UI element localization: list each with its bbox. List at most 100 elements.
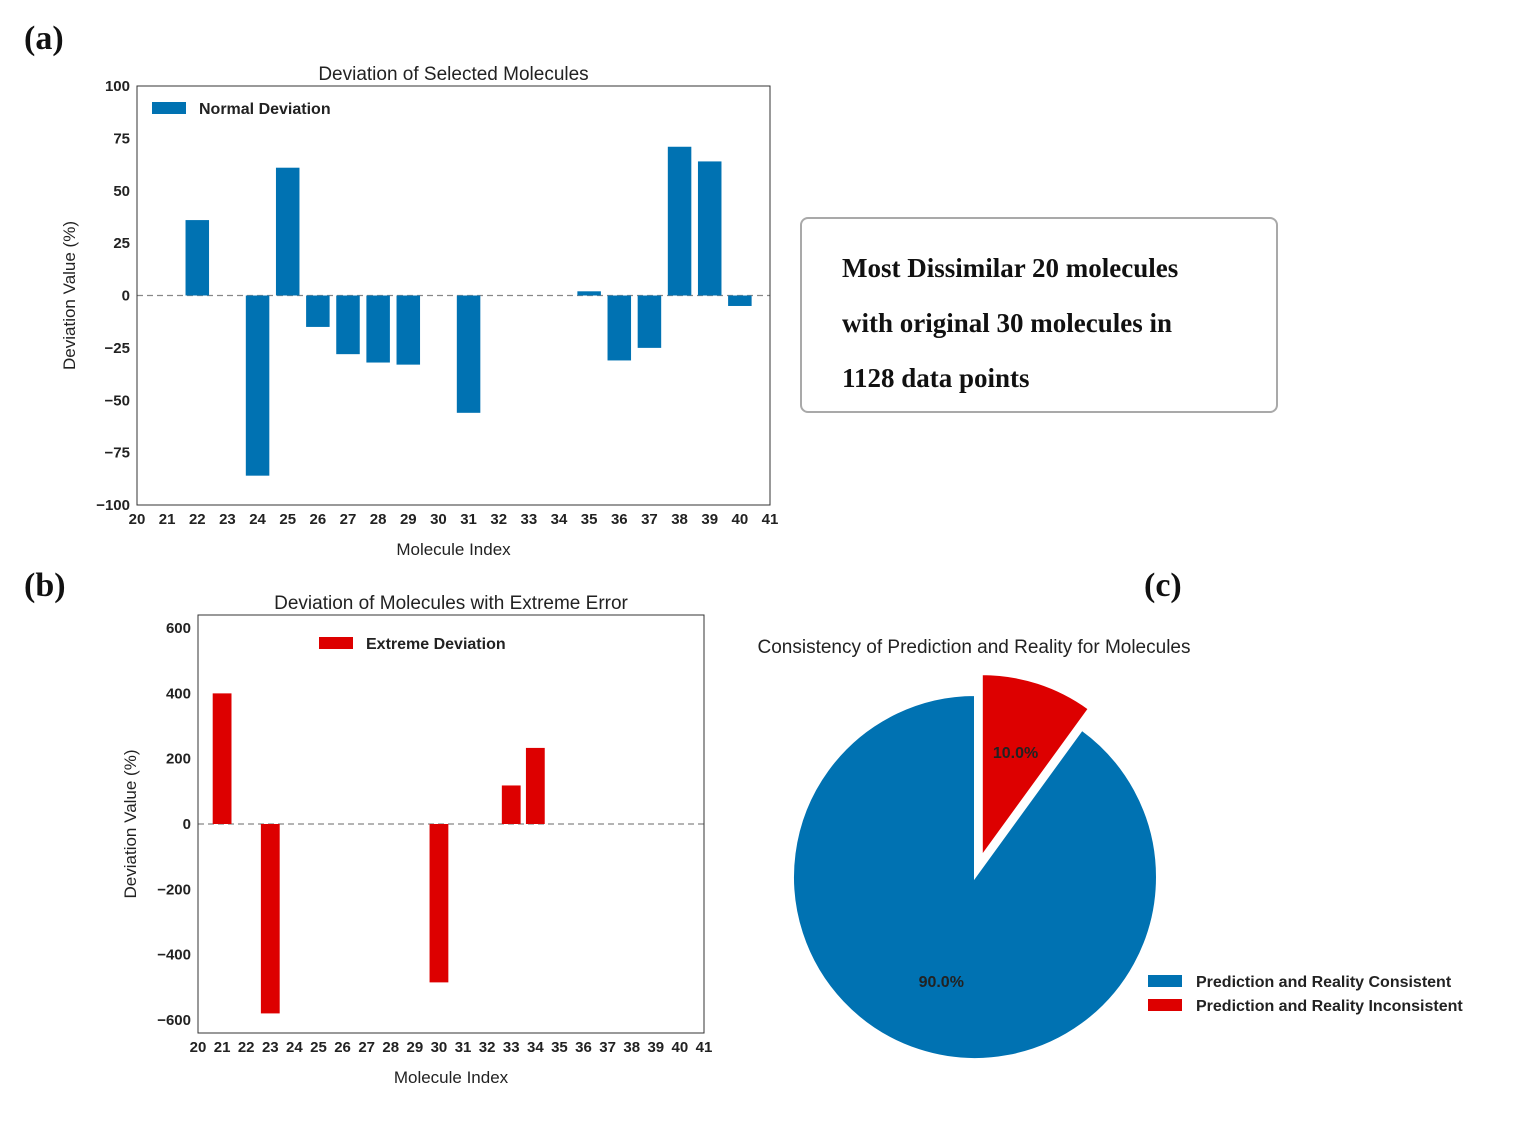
bar-29: [396, 295, 421, 365]
x-tick-label: 20: [129, 511, 146, 528]
x-tick-label: 32: [490, 511, 507, 528]
x-tick-label: 35: [581, 511, 598, 528]
x-tick-label: 22: [238, 1039, 255, 1056]
legend-swatch: [1148, 999, 1182, 1011]
x-tick-label: 24: [286, 1039, 303, 1056]
x-tick-label: 25: [279, 511, 296, 528]
x-tick-label: 28: [382, 1039, 399, 1056]
bar-31: [456, 295, 481, 413]
legend-label: Prediction and Reality Inconsistent: [1196, 998, 1463, 1015]
bar-28: [366, 295, 390, 363]
x-tick-label: 39: [701, 511, 718, 528]
y-tick-label: 0: [122, 288, 130, 305]
y-tick-label: 400: [166, 685, 191, 702]
x-tick-label: 27: [340, 511, 357, 528]
x-tick-label: 28: [370, 511, 387, 528]
x-tick-label: 33: [503, 1039, 520, 1056]
bar-21: [212, 693, 232, 824]
plot-frame: [197, 614, 705, 1034]
chart-title: Deviation of Molecules with Extreme Erro…: [274, 593, 628, 614]
y-axis-label: Deviation Value (%): [60, 221, 79, 370]
x-tick-label: 21: [214, 1039, 231, 1056]
bar-36: [607, 295, 632, 361]
y-tick-label: −25: [105, 340, 130, 357]
bar-25: [275, 167, 300, 296]
panel-label-c: (c): [1144, 567, 1182, 604]
bar-40: [728, 295, 752, 306]
y-tick-label: −200: [157, 881, 191, 898]
x-tick-label: 31: [460, 511, 477, 528]
pie-slice-label: 10.0%: [993, 745, 1038, 762]
y-tick-label: −50: [105, 392, 130, 409]
y-tick-label: 25: [113, 235, 130, 252]
x-tick-label: 20: [190, 1039, 207, 1056]
x-tick-label: 30: [431, 1039, 448, 1056]
x-tick-label: 34: [551, 511, 568, 528]
x-tick-label: 41: [696, 1039, 713, 1056]
panel-label-a: (a): [24, 20, 64, 57]
legend-label: Extreme Deviation: [366, 636, 506, 653]
x-tick-label: 33: [521, 511, 538, 528]
legend-label: Prediction and Reality Consistent: [1196, 974, 1452, 991]
x-tick-label: 21: [159, 511, 176, 528]
legend-swatch: [152, 102, 186, 114]
bar-26: [306, 295, 330, 327]
pie-slice-label: 90.0%: [919, 974, 964, 991]
bar-34: [525, 747, 545, 824]
x-tick-label: 24: [249, 511, 266, 528]
x-tick-label: 23: [219, 511, 236, 528]
bar-33: [501, 785, 521, 824]
legend-swatch: [319, 637, 353, 649]
x-tick-label: 23: [262, 1039, 279, 1056]
x-tick-label: 41: [762, 511, 779, 528]
y-tick-label: 50: [113, 183, 130, 200]
pie-chart: Consistency of Prediction and Reality fo…: [758, 637, 1463, 1060]
panel-label-b: (b): [24, 567, 66, 604]
x-tick-label: 22: [189, 511, 206, 528]
y-tick-label: −100: [96, 497, 130, 514]
y-tick-label: 600: [166, 620, 191, 637]
legend-label: Normal Deviation: [199, 101, 331, 118]
x-tick-label: 36: [575, 1039, 592, 1056]
info-box: Most Dissimilar 20 molecules with origin…: [800, 217, 1278, 413]
x-tick-label: 25: [310, 1039, 327, 1056]
pie-slice: [792, 693, 1158, 1060]
x-tick-label: 26: [310, 511, 327, 528]
y-tick-label: −600: [157, 1012, 191, 1029]
plot-frame: [136, 85, 771, 506]
x-tick-label: 38: [671, 511, 688, 528]
x-tick-label: 29: [400, 511, 417, 528]
bar-38: [667, 146, 692, 296]
bar-23: [260, 824, 280, 1014]
info-line-1: Most Dissimilar 20 molecules: [842, 253, 1179, 283]
x-axis-label: Molecule Index: [396, 540, 511, 559]
x-tick-label: 38: [623, 1039, 640, 1056]
y-axis-label: Deviation Value (%): [121, 750, 140, 899]
bar-37: [637, 295, 662, 348]
x-tick-label: 34: [527, 1039, 544, 1056]
x-tick-label: 30: [430, 511, 447, 528]
x-tick-label: 29: [407, 1039, 424, 1056]
bar-30: [429, 824, 449, 983]
bar-24: [245, 295, 270, 476]
info-line-3: 1128 data points: [842, 363, 1030, 393]
legend-swatch: [1148, 975, 1182, 987]
bar-35: [577, 291, 601, 296]
y-tick-label: 100: [105, 78, 130, 95]
y-tick-label: −400: [157, 947, 191, 964]
bar-39: [697, 161, 722, 296]
x-tick-label: 31: [455, 1039, 472, 1056]
x-tick-label: 40: [732, 511, 749, 528]
x-tick-label: 39: [647, 1039, 664, 1056]
x-tick-label: 27: [358, 1039, 375, 1056]
x-tick-label: 26: [334, 1039, 351, 1056]
y-tick-label: 75: [113, 130, 130, 147]
x-axis-label: Molecule Index: [394, 1068, 509, 1087]
x-tick-label: 36: [611, 511, 628, 528]
pie-slice: [980, 673, 1091, 860]
bar-22: [185, 220, 210, 296]
y-tick-label: 200: [166, 751, 191, 768]
x-tick-label: 35: [551, 1039, 568, 1056]
chart-title: Deviation of Selected Molecules: [318, 64, 588, 85]
